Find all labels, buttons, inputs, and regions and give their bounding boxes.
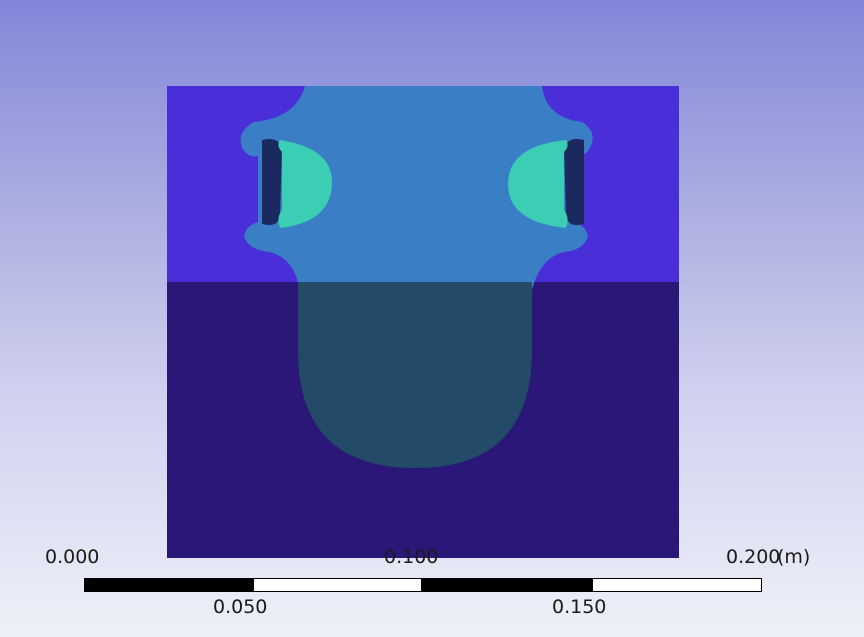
- left-slot-recess: [262, 139, 282, 225]
- scale-bar-segment-4: [592, 578, 762, 592]
- right-slot-recess: [564, 139, 584, 225]
- scale-label-3: 0.150: [552, 596, 607, 618]
- scale-bar-segment-2: [253, 578, 422, 592]
- left-hole: [278, 140, 332, 228]
- scale-label-0: 0.000: [45, 546, 100, 568]
- scale-label-1: 0.050: [213, 596, 268, 618]
- scale-label-2: 0.100: [384, 546, 439, 568]
- central-body: [240, 86, 593, 290]
- scale-unit-label: (m): [777, 546, 811, 568]
- right-hole: [508, 140, 568, 228]
- scale-bar-segment-1: [84, 578, 253, 592]
- central-body-lower: [298, 282, 532, 468]
- scale-bar-segment-3: [422, 578, 592, 592]
- scale-label-4: 0.200: [726, 546, 781, 568]
- scale-bar: [84, 578, 762, 592]
